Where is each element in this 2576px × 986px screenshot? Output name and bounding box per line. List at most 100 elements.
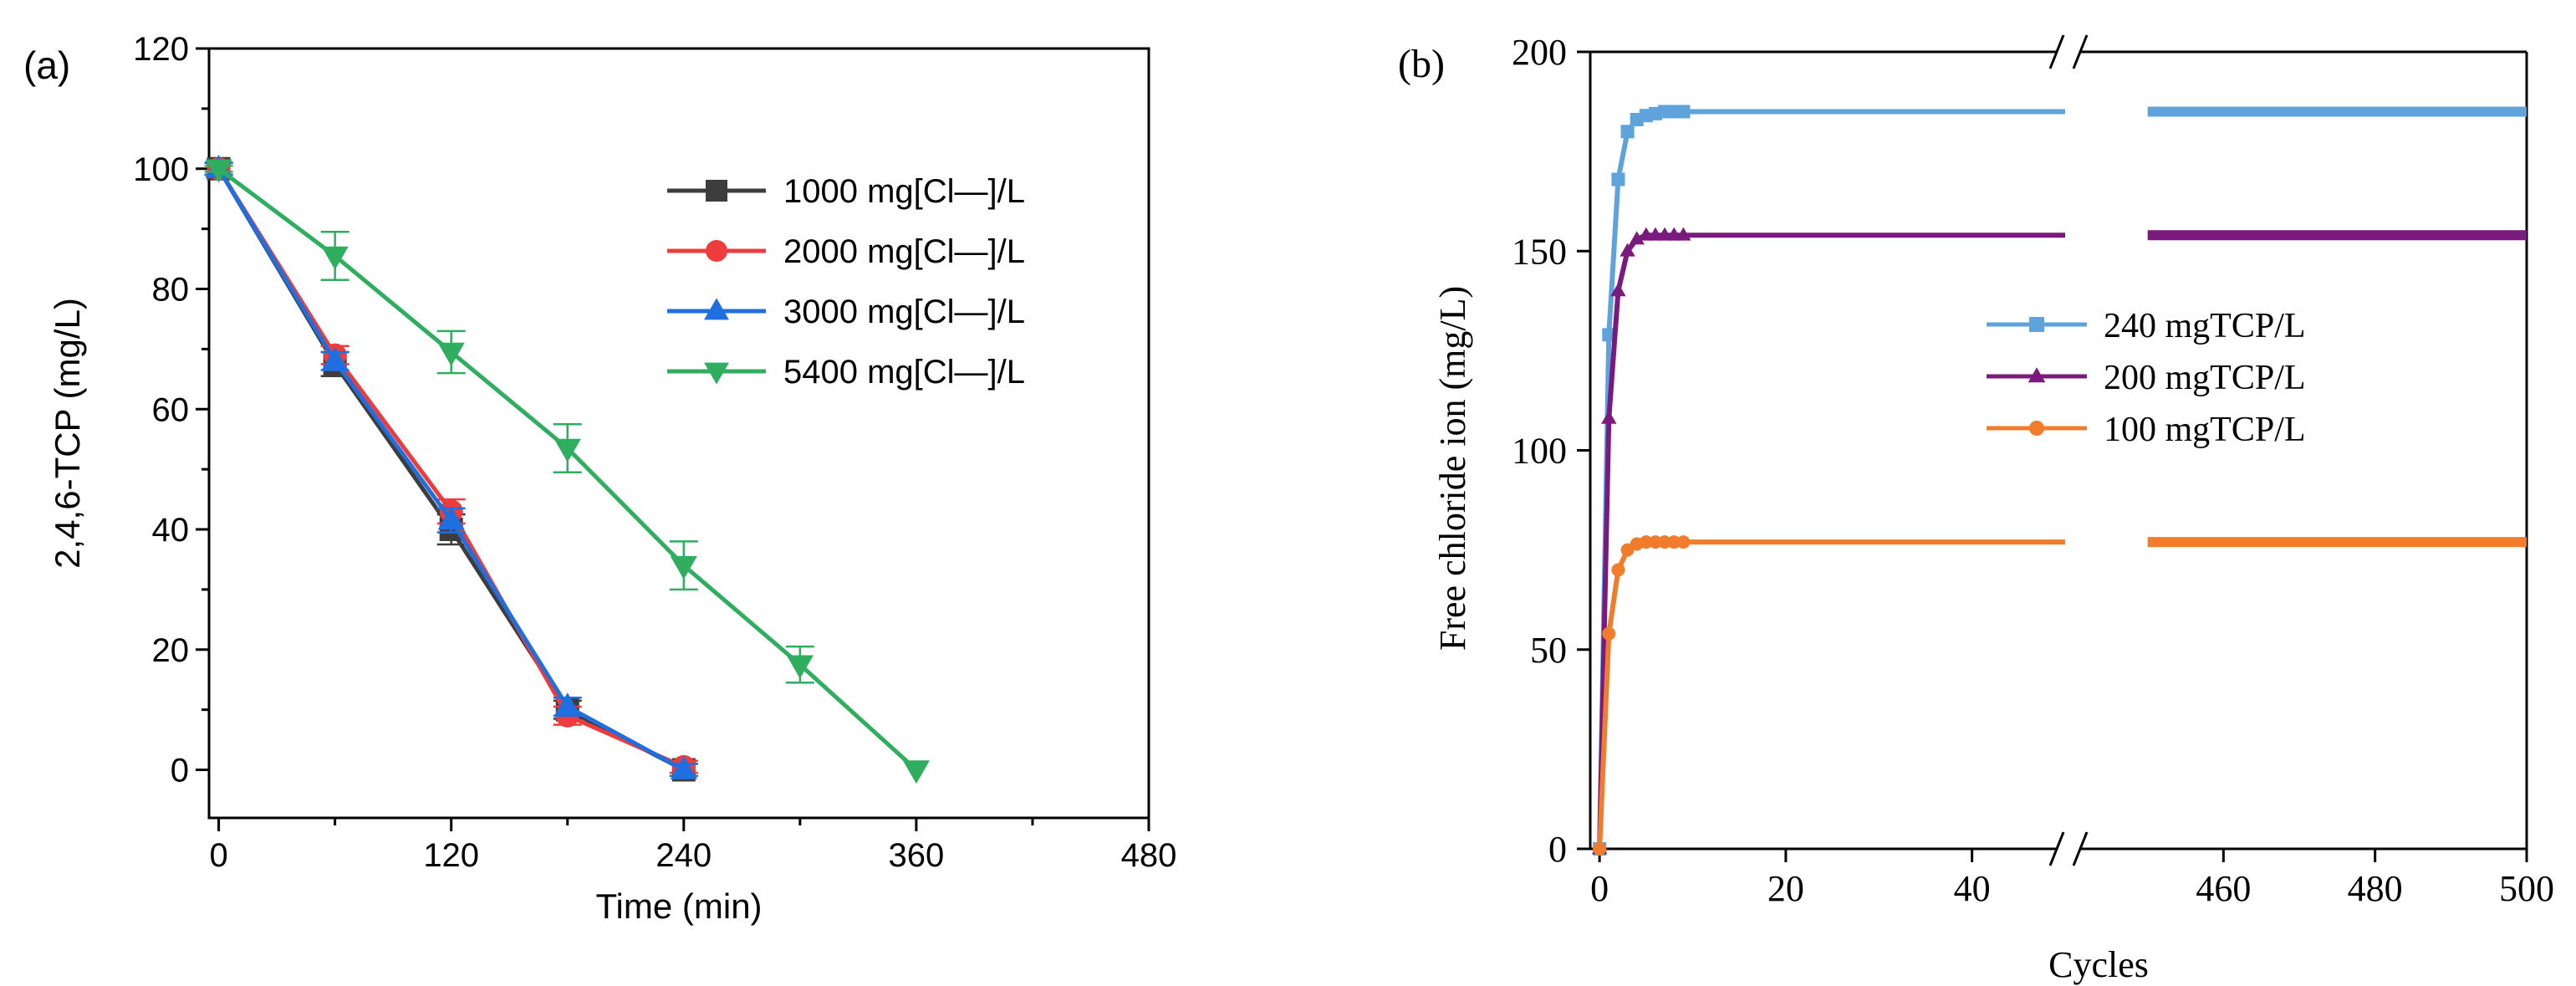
series-2-point	[1667, 535, 1681, 549]
panel-a-x-ticks: 0 120 240 360 480	[209, 818, 1176, 874]
axis-break-mark	[2072, 831, 2089, 866]
panel-b-y-ticks: 0 50 100 150 200	[1512, 32, 1590, 870]
series-0-point	[1676, 105, 1691, 119]
series-1-point	[1610, 283, 1626, 297]
series-2-point	[553, 692, 581, 717]
axis-break-mark	[2072, 34, 2089, 69]
y-tick-label: 60	[152, 391, 190, 428]
series-2-point	[1648, 535, 1662, 549]
legend-marker	[2029, 421, 2044, 436]
series-1-line-left	[1597, 232, 2065, 850]
legend-marker	[704, 298, 729, 320]
series-1-point	[1676, 227, 1691, 241]
x-tick-label: 0	[209, 837, 227, 874]
series-0-point	[1620, 125, 1635, 139]
series-1-point	[1620, 243, 1635, 257]
y-tick-label: 80	[152, 272, 190, 309]
x-tick-label: 20	[1767, 868, 1804, 909]
legend-label: 2000 mg[Cl—]/L	[783, 233, 1025, 270]
legend-label: 100 mgTCP/L	[2104, 411, 2306, 449]
axis-break-mark	[2048, 831, 2065, 866]
series-2-line-left	[1597, 539, 2065, 850]
series-3-point	[437, 342, 465, 366]
y-tick-label: 150	[1512, 231, 1567, 272]
series-3-point	[670, 555, 697, 580]
panel-a-y-axis-label: 2,4,6-TCP (mg/L)	[48, 298, 87, 569]
axis-break-mark	[2048, 34, 2065, 69]
y-tick-label: 0	[171, 753, 189, 789]
series-0-point	[1611, 172, 1625, 186]
y-tick-label: 100	[1512, 431, 1567, 472]
series-1-line	[217, 167, 685, 769]
series-0-group	[1593, 105, 2527, 856]
panel-a-plot-area	[204, 154, 930, 784]
x-tick-label: 500	[2499, 868, 2554, 909]
series-0-line-left	[1597, 109, 2065, 850]
panel-b: (b) 0 20 40 460 480 500 0 50 100 150 200 Cycles F…	[1398, 32, 2554, 985]
x-tick-label: 480	[1121, 837, 1177, 874]
series-3-point	[902, 760, 930, 784]
legend-marker	[2028, 367, 2046, 383]
panel-b-legend: 240 mgTCP/L 200 mgTCP/L 100 mgTCP/L	[1987, 307, 2306, 449]
panel-b-x-axis-label: Cycles	[2048, 944, 2149, 985]
panel-a: (a) 0 120 240 360 480 0 20 40 60 80 100 120 Time (…	[23, 31, 1176, 926]
legend-marker	[706, 240, 727, 262]
panel-a-x-axis-label: Time (min)	[595, 886, 762, 926]
panel-b-frame	[1589, 34, 2528, 866]
series-2-point	[1658, 535, 1672, 549]
panel-a-label: (a)	[23, 43, 70, 87]
series-1-point	[1629, 231, 1645, 245]
y-tick-label: 50	[1530, 630, 1567, 671]
panel-b-x-ticks: 0 20 40 460 480 500	[1590, 849, 2554, 909]
x-tick-label: 360	[889, 837, 945, 874]
legend-marker	[2029, 317, 2044, 332]
y-tick-label: 40	[152, 512, 190, 549]
legend-label: 1000 mg[Cl—]/L	[783, 173, 1025, 210]
y-tick-label: 0	[1548, 829, 1567, 870]
y-tick-label: 200	[1512, 32, 1567, 73]
series-0-group	[204, 156, 698, 782]
series-2-point	[321, 346, 349, 370]
series-2-point	[1639, 535, 1653, 549]
series-2-point	[437, 506, 465, 530]
y-tick-label: 100	[133, 151, 189, 188]
x-tick-label: 40	[1954, 868, 1991, 909]
legend-label: 200 mgTCP/L	[2104, 359, 2306, 397]
legend-marker	[704, 362, 729, 385]
series-2-group	[1593, 535, 2527, 856]
series-2-line	[217, 167, 685, 772]
series-3-point	[553, 438, 581, 462]
x-tick-label: 240	[655, 837, 712, 874]
panel-a-frame	[207, 47, 1150, 820]
panel-b-y-axis-label: Free chloride ion (mg/L)	[1432, 286, 1473, 651]
series-0-point	[1602, 328, 1616, 342]
y-tick-label: 20	[152, 632, 190, 669]
legend-marker	[706, 180, 727, 202]
series-1-point	[1601, 410, 1617, 424]
series-2-point	[670, 755, 697, 779]
legend-label: 240 mgTCP/L	[2104, 307, 2306, 345]
series-2-point	[1602, 626, 1616, 641]
x-tick-label: 480	[2348, 868, 2403, 909]
panel-b-plot-area	[1591, 105, 2527, 856]
series-2-point	[1593, 842, 1607, 856]
x-tick-label: 120	[423, 837, 479, 874]
series-3-point	[205, 159, 232, 183]
panel-a-legend: 1000 mg[Cl—]/L 2000 mg[Cl—]/L 3000 mg[Cl—]…	[667, 173, 1025, 391]
series-3-point	[321, 246, 349, 270]
series-1-group	[204, 156, 698, 779]
x-tick-label: 0	[1590, 868, 1609, 909]
legend-label: 3000 mg[Cl—]/L	[783, 294, 1025, 330]
y-tick-label: 120	[133, 31, 189, 68]
legend-label: 5400 mg[Cl—]/L	[783, 354, 1025, 391]
series-2-point	[1676, 535, 1691, 549]
series-3-group	[204, 159, 930, 784]
panel-b-label: (b)	[1398, 42, 1445, 86]
series-0-line	[217, 167, 685, 772]
series-2-group	[204, 154, 698, 779]
series-2-point	[1611, 563, 1625, 577]
series-3-point	[786, 655, 814, 679]
x-tick-label: 460	[2196, 868, 2251, 909]
panel-a-y-ticks: 0 20 40 60 80 100 120	[133, 31, 209, 789]
